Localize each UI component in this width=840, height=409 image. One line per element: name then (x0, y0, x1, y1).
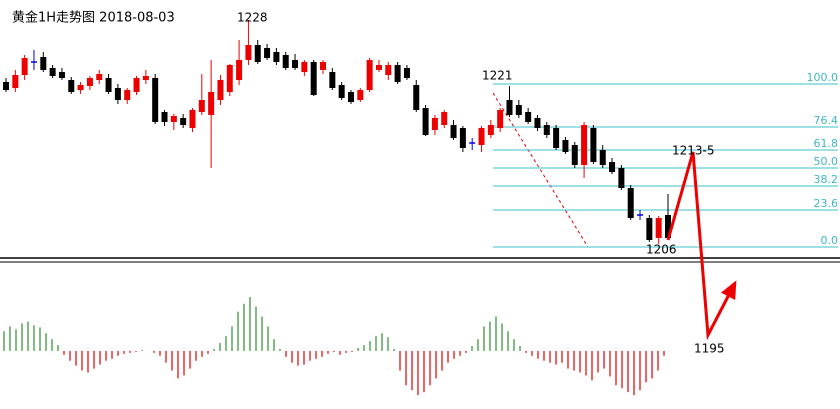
candle-body (562, 140, 569, 152)
candle-body (366, 60, 373, 90)
candle-body (133, 78, 140, 92)
candle-body (12, 75, 19, 88)
candle-body (40, 57, 47, 70)
annotation: 1221 (482, 69, 513, 83)
candle-body (198, 100, 205, 112)
candle-body (310, 62, 317, 95)
candle-body (105, 78, 112, 92)
candle-body (553, 128, 560, 148)
candle-body (226, 65, 233, 92)
candle-body (413, 85, 420, 110)
fib-label: 76.4 (814, 114, 839, 127)
candle-body (329, 72, 336, 88)
candle-body (394, 65, 401, 82)
candle-body (49, 68, 56, 76)
candle-body (254, 45, 261, 62)
candle-body (441, 112, 448, 125)
fib-label: 38.2 (814, 173, 839, 186)
candle-body (618, 168, 625, 188)
candle-body (86, 78, 93, 86)
candle-body (357, 90, 364, 100)
candle-body (292, 60, 299, 68)
annotation: 1228 (237, 11, 268, 25)
candle-body (375, 65, 382, 70)
candle-body (236, 60, 243, 80)
annotation: 1206 (646, 243, 677, 257)
candle-body (245, 45, 252, 60)
annotation: 1213-5 (672, 144, 715, 158)
candle-body (431, 118, 438, 130)
candle-body (273, 52, 280, 62)
candle-body (590, 128, 597, 162)
candle-body (170, 116, 177, 122)
candle-body (58, 72, 65, 78)
candle-body (347, 92, 354, 102)
candle-body (208, 92, 215, 115)
candle-body (264, 48, 271, 58)
candle-body (77, 85, 84, 90)
candle-body (497, 110, 504, 128)
candle-body (282, 55, 289, 68)
candle-body (627, 188, 634, 218)
projection-line (666, 151, 737, 341)
candle-body (301, 62, 308, 72)
candle-body (152, 78, 159, 122)
candle-body (385, 65, 392, 75)
candle-body (3, 82, 9, 90)
candle-body (534, 118, 541, 128)
candle-body (450, 125, 457, 138)
candle-body (114, 88, 121, 100)
candle-body (180, 118, 187, 125)
candle-body (403, 68, 410, 78)
candle-body (665, 215, 671, 238)
candle-body (189, 110, 196, 128)
candle-body (525, 112, 532, 122)
annotation: 1195 (694, 342, 725, 356)
candle-body (506, 100, 513, 115)
candle-body (422, 108, 429, 135)
candle-body (68, 80, 75, 92)
candle-body (609, 162, 616, 172)
candle-body (571, 145, 578, 165)
fib-label: 61.8 (814, 137, 839, 150)
fib-label: 0.0 (821, 234, 839, 247)
fib-label: 100.0 (807, 71, 839, 84)
candle-body (124, 90, 131, 100)
fib-trend-line (492, 92, 589, 248)
chart-title: 黄金1H走势图 2018-08-03 (12, 10, 175, 26)
candle-body (581, 125, 588, 165)
candle-body (217, 80, 224, 100)
candle-body (459, 128, 466, 148)
candle-body (478, 128, 485, 145)
candle-body (543, 125, 550, 135)
fib-label: 23.6 (814, 197, 839, 210)
candle-body (96, 74, 103, 80)
candle-body (515, 105, 522, 115)
candle-body (487, 125, 494, 135)
fib-label: 50.0 (814, 155, 839, 168)
candle-body (599, 150, 606, 165)
projection-arrowhead (720, 280, 737, 300)
candle-body (161, 112, 168, 122)
candle-body (655, 218, 662, 238)
candle-body (21, 58, 28, 75)
candle-body (320, 62, 327, 70)
candle-body (646, 218, 653, 240)
candle-body (142, 76, 149, 80)
candle-body (338, 85, 345, 98)
